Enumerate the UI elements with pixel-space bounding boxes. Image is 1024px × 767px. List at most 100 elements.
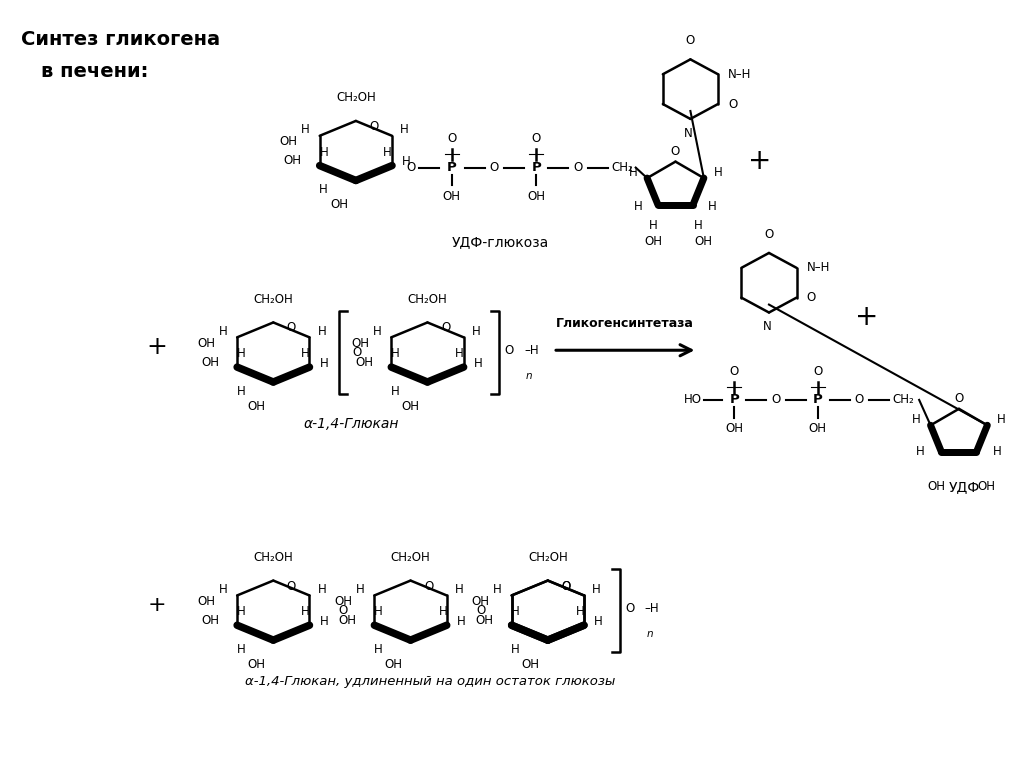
Text: O: O xyxy=(573,161,583,174)
Text: H: H xyxy=(594,615,603,627)
Text: OH: OH xyxy=(809,422,826,435)
Text: α-1,4-Глюкан: α-1,4-Глюкан xyxy=(303,416,398,431)
Text: H: H xyxy=(714,166,723,179)
Text: OH: OH xyxy=(527,190,545,203)
Text: CH₂OH: CH₂OH xyxy=(253,292,293,305)
Text: O: O xyxy=(671,145,680,158)
Text: H: H xyxy=(993,446,1002,459)
Text: H: H xyxy=(319,357,328,370)
Text: O: O xyxy=(447,132,457,145)
Text: H: H xyxy=(237,643,246,656)
Text: OH: OH xyxy=(339,614,356,627)
Text: N: N xyxy=(763,321,771,334)
Text: H: H xyxy=(218,325,227,338)
Text: OH: OH xyxy=(928,479,945,492)
Text: +: + xyxy=(146,335,167,359)
Text: в печени:: в печени: xyxy=(41,62,147,81)
Text: OH: OH xyxy=(725,422,743,435)
Text: H: H xyxy=(493,583,502,596)
Text: H: H xyxy=(383,146,391,159)
Text: OH: OH xyxy=(694,235,712,248)
Text: OH: OH xyxy=(644,235,662,248)
Text: H: H xyxy=(317,325,327,338)
Text: УДФ: УДФ xyxy=(948,480,980,494)
Text: H: H xyxy=(237,347,246,360)
Text: O: O xyxy=(728,97,737,110)
Text: H: H xyxy=(473,357,482,370)
Text: OH: OH xyxy=(202,614,219,627)
Text: O: O xyxy=(625,602,634,615)
Text: O: O xyxy=(407,161,416,174)
Text: H: H xyxy=(457,615,466,627)
Text: O: O xyxy=(424,580,433,593)
Text: –H: –H xyxy=(645,602,659,615)
Text: O: O xyxy=(729,365,738,378)
Text: УДФ-глюкоза: УДФ-глюкоза xyxy=(452,235,549,249)
Text: OH: OH xyxy=(401,400,420,413)
Text: OH: OH xyxy=(330,199,348,212)
Text: H: H xyxy=(693,219,702,232)
Text: N: N xyxy=(684,127,693,140)
Text: H: H xyxy=(355,583,365,596)
Text: O: O xyxy=(370,120,379,133)
Text: H: H xyxy=(301,123,309,137)
Text: H: H xyxy=(402,155,411,168)
Text: O: O xyxy=(561,580,570,593)
Text: H: H xyxy=(511,643,520,656)
Text: P: P xyxy=(813,393,822,407)
Text: H: H xyxy=(391,385,399,398)
Text: P: P xyxy=(729,393,739,407)
Text: H: H xyxy=(319,615,328,627)
Text: P: P xyxy=(446,161,457,174)
Text: H: H xyxy=(373,325,381,338)
Text: P: P xyxy=(531,161,541,174)
Text: OH: OH xyxy=(522,658,540,671)
Text: H: H xyxy=(915,446,925,459)
Text: O: O xyxy=(771,393,780,407)
Text: OH: OH xyxy=(472,595,489,608)
Text: H: H xyxy=(592,583,601,596)
Text: n: n xyxy=(646,629,653,639)
Text: +: + xyxy=(147,595,166,615)
Text: CH₂OH: CH₂OH xyxy=(408,292,447,305)
Text: O: O xyxy=(287,321,296,334)
Text: O: O xyxy=(764,228,773,241)
Text: OH: OH xyxy=(198,595,215,608)
Text: OH: OH xyxy=(442,190,461,203)
Text: O: O xyxy=(855,393,864,407)
Text: H: H xyxy=(391,347,399,360)
Text: H: H xyxy=(301,347,310,360)
Text: H: H xyxy=(456,347,464,360)
Text: O: O xyxy=(561,580,570,593)
Text: H: H xyxy=(455,583,464,596)
Text: H: H xyxy=(575,605,585,618)
Text: O: O xyxy=(476,604,485,617)
Text: O: O xyxy=(505,344,514,357)
Text: CH₂: CH₂ xyxy=(611,161,633,174)
Text: H: H xyxy=(400,123,409,137)
Text: α-1,4-Глюкан, удлиненный на один остаток глюкозы: α-1,4-Глюкан, удлиненный на один остаток… xyxy=(246,675,615,688)
Text: H: H xyxy=(511,605,520,618)
Text: CH₂OH: CH₂OH xyxy=(336,91,376,104)
Text: –H: –H xyxy=(524,344,539,357)
Text: H: H xyxy=(634,200,642,213)
Text: OH: OH xyxy=(978,479,995,492)
Text: OH: OH xyxy=(248,658,265,671)
Text: OH: OH xyxy=(198,337,215,350)
Text: H: H xyxy=(438,605,447,618)
Text: CH₂OH: CH₂OH xyxy=(391,551,430,564)
Text: H: H xyxy=(472,325,480,338)
Text: O: O xyxy=(686,35,695,48)
Text: OH: OH xyxy=(355,356,374,369)
Text: CH₂OH: CH₂OH xyxy=(253,551,293,564)
Text: O: O xyxy=(489,161,499,174)
Text: Гликогенсинтетаза: Гликогенсинтетаза xyxy=(556,318,694,331)
Text: N–H: N–H xyxy=(728,67,752,81)
Text: OH: OH xyxy=(248,400,265,413)
Text: H: H xyxy=(629,166,637,179)
Text: O: O xyxy=(531,132,541,145)
Text: OH: OH xyxy=(476,614,494,627)
Text: H: H xyxy=(218,583,227,596)
Text: H: H xyxy=(911,413,921,426)
Text: H: H xyxy=(374,643,383,656)
